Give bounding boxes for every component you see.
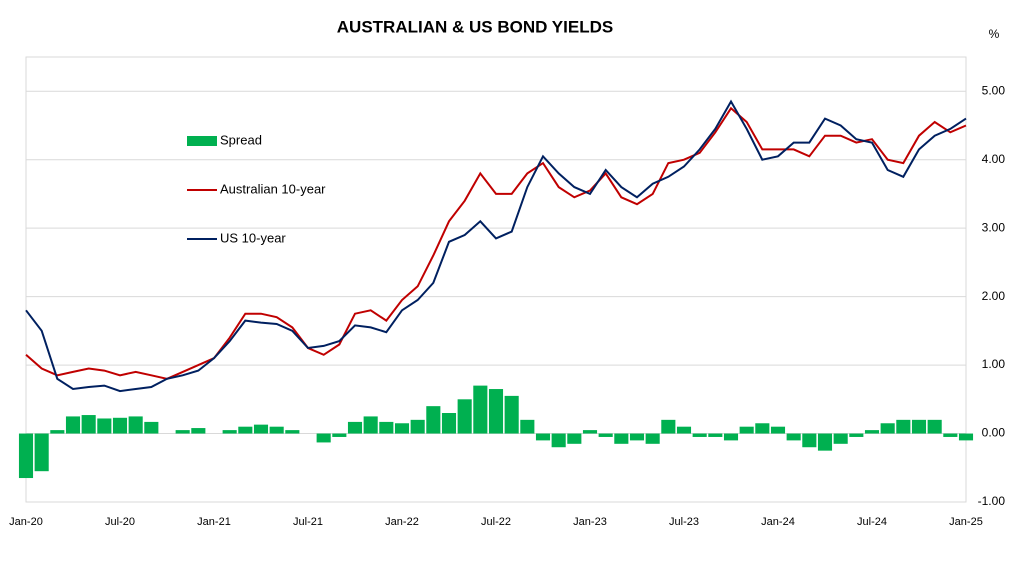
legend-swatch (187, 136, 217, 146)
spread-bar (18, 433, 34, 479)
spread-bar (34, 433, 49, 472)
x-tick-label: Jul-20 (105, 516, 135, 528)
x-tick-label: Jul-23 (669, 516, 699, 528)
spread-bar (65, 416, 81, 434)
x-tick-label: Jan-25 (949, 516, 983, 528)
spread-bar (864, 430, 880, 434)
spread-bar (97, 418, 112, 434)
spread-bar (849, 433, 864, 437)
spread-bar (770, 426, 786, 434)
spread-bar (896, 419, 911, 434)
spread-bar (880, 423, 895, 434)
spread-bar (379, 421, 394, 434)
spread-bar (833, 433, 848, 444)
x-tick-label: Jan-22 (385, 516, 419, 528)
spread-bar (332, 433, 347, 437)
spread-bar (911, 419, 927, 434)
spread-bar (927, 419, 942, 434)
spread-bar (786, 433, 801, 441)
y-tick-label: 5.00 (982, 83, 1006, 97)
y-tick-label: 1.00 (982, 357, 1006, 371)
spread-bar (520, 419, 535, 434)
spread-bar (285, 430, 300, 434)
spread-bar (802, 433, 817, 448)
spread-bar (238, 426, 253, 434)
x-tick-label: Jan-20 (9, 516, 43, 528)
chart-title: AUSTRALIAN & US BOND YIELDS (337, 17, 613, 36)
spread-bar (316, 433, 331, 443)
spread-bar (222, 430, 237, 434)
spread-bar (81, 415, 96, 434)
spread-bar (645, 433, 660, 444)
spread-bar (582, 430, 598, 434)
y-tick-label: 3.00 (982, 220, 1006, 234)
legend-label: Spread (220, 132, 262, 147)
yield-line (25, 106, 967, 380)
spread-bar (708, 433, 723, 437)
spread-bar (128, 416, 143, 434)
spread-bar (269, 426, 284, 434)
spread-bar (50, 430, 65, 434)
yield-line (25, 99, 967, 393)
spread-bar (958, 433, 974, 441)
x-tick-label: Jul-22 (481, 516, 511, 528)
spread-bar (692, 433, 707, 437)
spread-bar (567, 433, 582, 444)
spread-bar (175, 430, 190, 434)
spread-bar (661, 419, 676, 434)
spread-bar (817, 433, 833, 451)
spread-bar (598, 433, 613, 437)
spread-bar (614, 433, 629, 444)
legend-label: Australian 10-year (220, 181, 326, 196)
y-tick-label: 4.00 (982, 152, 1006, 166)
spread-bar (473, 385, 488, 434)
spread-bar (191, 428, 206, 434)
spread-bar (535, 433, 551, 441)
spread-bar (488, 389, 504, 434)
x-tick-label: Jul-21 (293, 516, 323, 528)
y-tick-label: 0.00 (982, 426, 1006, 440)
x-tick-label: Jan-21 (197, 516, 231, 528)
spread-bar (943, 433, 958, 437)
spread-bar (551, 433, 566, 448)
x-tick-label: Jan-23 (573, 516, 607, 528)
spread-bar (441, 413, 457, 434)
x-tick-label: Jul-24 (857, 516, 887, 528)
spread-bar (739, 426, 754, 434)
spread-bar (410, 419, 425, 434)
spread-bar (144, 421, 159, 434)
spread-bar (112, 417, 128, 434)
spread-bar (629, 433, 645, 441)
spread-bar (426, 406, 441, 434)
y-tick-label: 2.00 (982, 289, 1006, 303)
y-unit: % (989, 27, 1000, 41)
spread-bar (394, 423, 410, 434)
spread-bar (504, 395, 519, 434)
spread-bar (363, 416, 378, 434)
spread-bar (723, 433, 739, 441)
spread-bar (347, 421, 363, 434)
spread-bar (676, 426, 692, 434)
spread-bar (253, 424, 269, 434)
spread-bar (457, 399, 472, 434)
y-tick-label: -1.00 (978, 494, 1006, 508)
legend-label: US 10-year (220, 230, 286, 245)
x-tick-label: Jan-24 (761, 516, 795, 528)
spread-bar (755, 423, 770, 434)
